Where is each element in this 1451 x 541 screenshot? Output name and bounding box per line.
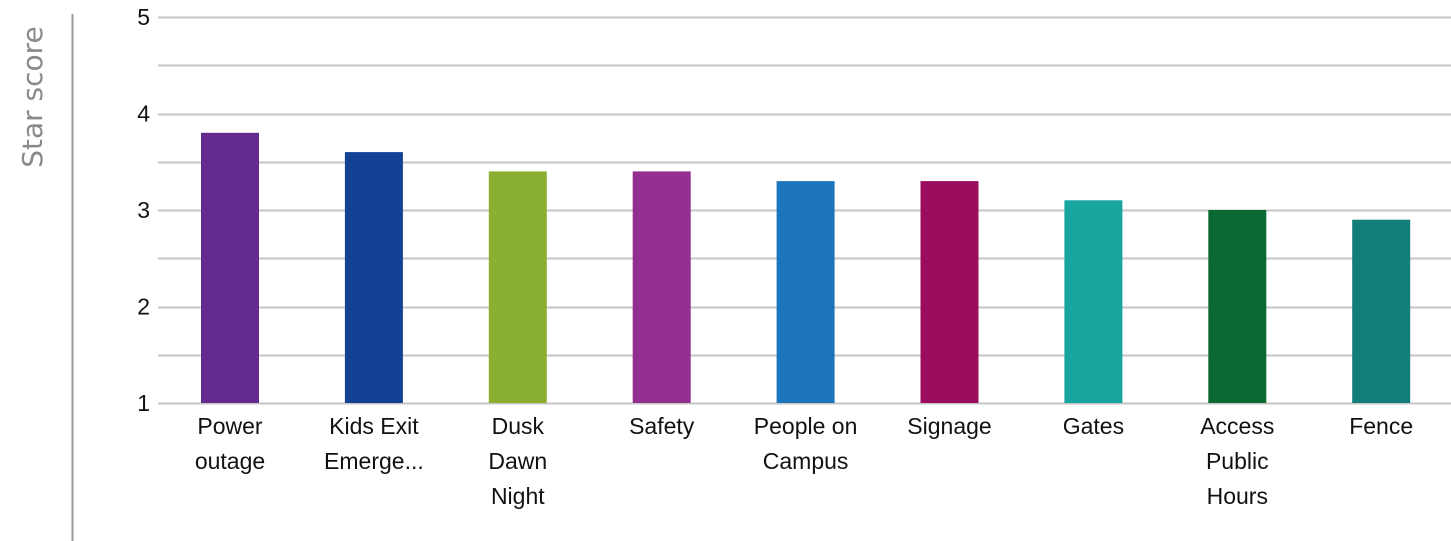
y-axis-ticks: 1 2 3 4 5: [137, 4, 150, 416]
bar: [1352, 219, 1411, 403]
x-axis-categories: Power outage Kids Exit Emerge... Dusk Dawn Nig…: [195, 413, 1413, 509]
x-category-label: Fence: [1349, 413, 1413, 439]
bar: [344, 152, 403, 403]
bar: [1064, 200, 1123, 403]
bar: [488, 171, 547, 403]
x-category-label: Access Public Hours: [1200, 413, 1274, 509]
y-tick-label: 1: [137, 390, 150, 416]
bar: [1208, 210, 1267, 403]
x-category-label: People on Campus: [754, 413, 858, 474]
y-tick-label: 2: [137, 294, 150, 320]
bars: [201, 132, 1411, 404]
x-category-label: Dusk Dawn Night: [488, 413, 547, 509]
x-category-label: Safety: [629, 413, 695, 439]
y-tick-label: 3: [137, 197, 150, 223]
bar: [920, 181, 979, 403]
x-category-label: Kids Exit Emerge...: [324, 413, 424, 474]
y-tick-label: 4: [137, 101, 150, 127]
x-category-label: Power outage: [195, 413, 265, 474]
y-tick-label: 5: [137, 4, 150, 30]
x-category-label: Signage: [907, 413, 991, 439]
bar: [201, 132, 259, 404]
bar: [632, 171, 691, 403]
y-axis-label: Star score: [16, 26, 49, 168]
x-category-label: Gates: [1063, 413, 1124, 439]
bar: [776, 181, 835, 403]
